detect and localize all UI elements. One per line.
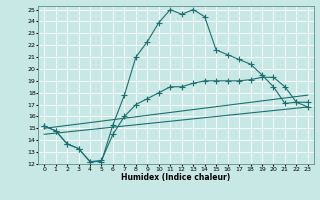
X-axis label: Humidex (Indice chaleur): Humidex (Indice chaleur) [121, 173, 231, 182]
